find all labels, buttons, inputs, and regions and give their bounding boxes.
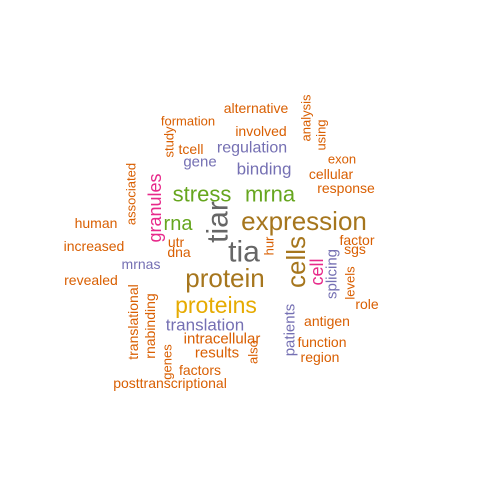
word-translation: translation: [166, 316, 244, 335]
word-increased: increased: [64, 238, 125, 254]
word-formation: formation: [161, 114, 215, 129]
word-mrna: mrna: [245, 182, 296, 207]
word-levels: levels: [343, 266, 358, 300]
word-hur: hur: [262, 236, 277, 255]
word-exon: exon: [328, 152, 356, 167]
word-expression: expression: [241, 206, 367, 236]
word-patients: patients: [282, 304, 299, 357]
word-antigen: antigen: [304, 313, 350, 329]
word-cellular: cellular: [309, 166, 354, 182]
word-splicing: splicing: [324, 249, 341, 299]
word-factors: factors: [179, 362, 221, 378]
word-role: role: [355, 296, 379, 312]
word-sgs: sgs: [344, 241, 366, 257]
word-associated: associated: [124, 163, 139, 225]
word-stress: stress: [173, 182, 232, 207]
word-tiar: tiar: [202, 201, 235, 243]
word-involved: involved: [235, 123, 286, 139]
word-translational: translational: [125, 284, 141, 360]
word-factor: factor: [339, 232, 374, 248]
word-results: results: [195, 345, 239, 362]
word-region: region: [301, 349, 340, 365]
word-genes: genes: [160, 344, 175, 380]
word-cell: cell: [307, 258, 327, 285]
word-also: also: [246, 340, 261, 364]
word-gene: gene: [183, 154, 216, 171]
word-granules: granules: [145, 173, 165, 242]
word-function: function: [297, 334, 346, 350]
word-rnabinding: rnabinding: [142, 293, 158, 358]
word-alternative: alternative: [224, 100, 289, 116]
word-response: response: [317, 180, 375, 196]
word-cells: cells: [281, 236, 311, 288]
word-posttranscriptional: posttranscriptional: [113, 375, 227, 391]
word-dna: dna: [167, 244, 191, 260]
word-using: using: [314, 119, 329, 150]
word-rna: rna: [164, 213, 194, 235]
word-tcell: tcell: [179, 141, 204, 157]
word-protein: protein: [185, 263, 265, 293]
word-mrnas: mrnas: [122, 256, 161, 272]
word-analysis: analysis: [299, 94, 314, 141]
word-human: human: [75, 215, 118, 231]
word-study: study: [162, 126, 177, 158]
word-intracellular: intracellular: [184, 331, 261, 348]
word-revealed: revealed: [64, 272, 118, 288]
word-regulation: regulation: [217, 140, 287, 157]
word-tia: tia: [228, 236, 260, 269]
word-binding: binding: [237, 160, 292, 179]
word-utr: utr: [168, 234, 185, 250]
word-proteins: proteins: [175, 292, 257, 318]
